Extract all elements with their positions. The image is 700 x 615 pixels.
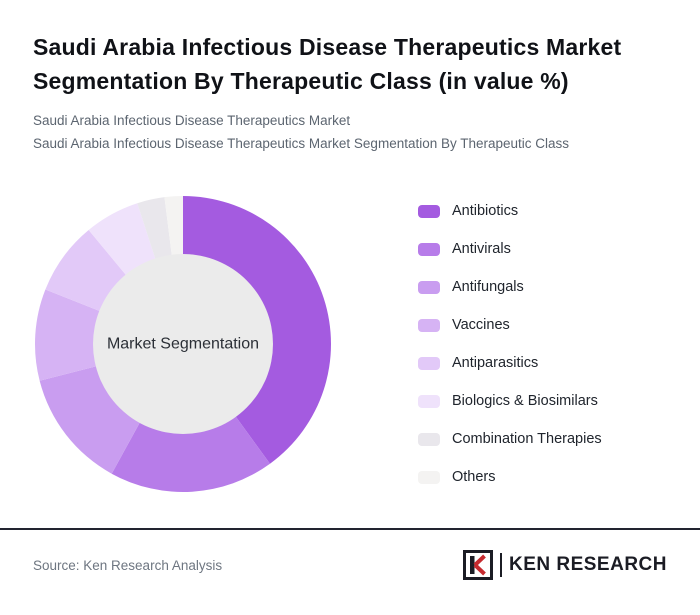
source-text: Source: Ken Research Analysis — [33, 557, 223, 573]
legend-label-vaccines: Vaccines — [452, 317, 510, 333]
legend-swatch-antiparasitics — [418, 356, 440, 370]
legend-swatch-biologics-biosimilars — [418, 394, 440, 408]
legend-swatch-vaccines — [418, 318, 440, 332]
donut-center-label: Market Segmentation — [107, 336, 259, 353]
donut-center — [93, 254, 273, 434]
legend-label-biologics-biosimilars: Biologics & Biosimilars — [452, 393, 598, 409]
legend-label-antiparasitics: Antiparasitics — [452, 355, 539, 371]
legend-item-vaccines: Vaccines — [418, 314, 602, 336]
legend-swatch-others — [418, 470, 440, 484]
legend-label-others: Others — [452, 469, 496, 485]
legend-item-antifungals: Antifungals — [418, 276, 602, 298]
logo-text: KEN RESEARCH — [508, 554, 667, 575]
legend-label-antibiotics: Antibiotics — [452, 203, 519, 219]
legend-swatch-antifungals — [418, 280, 440, 294]
legend-swatch-antivirals — [418, 242, 440, 256]
legend-label-antivirals: Antivirals — [452, 241, 511, 257]
legend-item-biologics-biosimilars: Biologics & Biosimilars — [418, 390, 602, 412]
legend-item-antibiotics: Antibiotics — [418, 200, 602, 222]
legend-item-antiparasitics: Antiparasitics — [418, 352, 602, 374]
chart-legend: Antibiotics Antivirals Antifungals Vaccines… — [418, 200, 602, 488]
ken-research-logo: KEN RESEARCH — [462, 550, 667, 580]
legend-swatch-combination-therapies — [418, 432, 440, 446]
legend-label-combination-therapies: Combination Therapies — [452, 431, 602, 447]
footer: Source: Ken Research Analysis KEN RESEAR… — [0, 528, 700, 615]
subtitle-segmentation: Saudi Arabia Infectious Disease Therapeu… — [33, 136, 570, 151]
ken-research-k-icon — [462, 550, 493, 580]
donut-chart: Market Segmentation — [33, 194, 333, 494]
page-title: Saudi Arabia Infectious Disease Therapeu… — [33, 34, 622, 95]
legend-item-combination-therapies: Combination Therapies — [418, 428, 602, 450]
legend-item-antivirals: Antivirals — [418, 238, 602, 260]
legend-item-others: Others — [418, 466, 602, 488]
logo-divider — [499, 553, 502, 577]
donut-chart-svg: Market Segmentation — [34, 196, 331, 492]
legend-swatch-antibiotics — [418, 204, 440, 218]
legend-label-antifungals: Antifungals — [452, 279, 524, 295]
subtitle-market: Saudi Arabia Infectious Disease Therapeu… — [33, 113, 351, 128]
